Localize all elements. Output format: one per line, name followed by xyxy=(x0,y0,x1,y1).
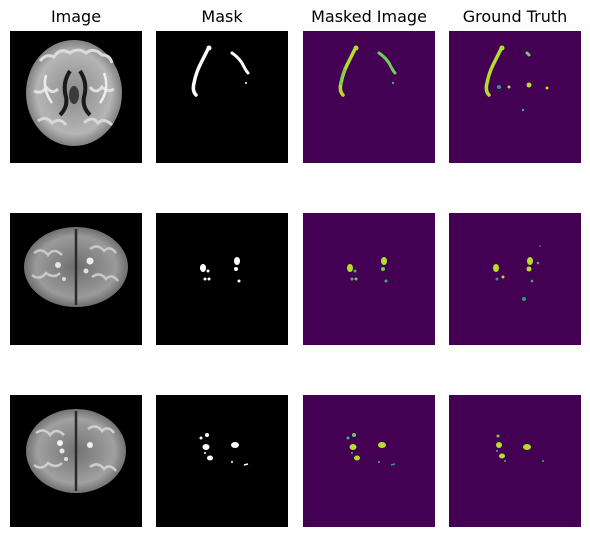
binary-mask-image xyxy=(156,395,288,527)
masked-overlay-image xyxy=(303,395,435,527)
binary-mask-image xyxy=(156,31,288,163)
masked-overlay-image xyxy=(303,213,435,345)
row3-ground-truth xyxy=(449,395,581,527)
row1-ground-truth xyxy=(449,31,581,163)
row1-mask xyxy=(156,31,288,163)
column-title-image: Image xyxy=(50,7,102,26)
ground-truth-overlay-image xyxy=(449,213,581,345)
row1-mri-scan xyxy=(10,31,142,163)
row1-masked-image xyxy=(303,31,435,163)
row3-mask xyxy=(156,395,288,527)
column-title-mask: Mask xyxy=(201,7,243,26)
ground-truth-overlay-image xyxy=(449,395,581,527)
row3-masked-image xyxy=(303,395,435,527)
mri-scan-image xyxy=(10,395,142,527)
row3-mri-scan xyxy=(10,395,142,527)
column-title-masked-image: Masked Image xyxy=(311,7,427,26)
row2-ground-truth xyxy=(449,213,581,345)
ground-truth-overlay-image xyxy=(449,31,581,163)
row2-masked-image xyxy=(303,213,435,345)
masked-overlay-image xyxy=(303,31,435,163)
row2-mri-scan xyxy=(10,213,142,345)
binary-mask-image xyxy=(156,213,288,345)
mri-scan-image xyxy=(10,213,142,345)
row2-mask xyxy=(156,213,288,345)
column-title-ground-truth: Ground Truth xyxy=(462,7,568,26)
mri-scan-image xyxy=(10,31,142,163)
